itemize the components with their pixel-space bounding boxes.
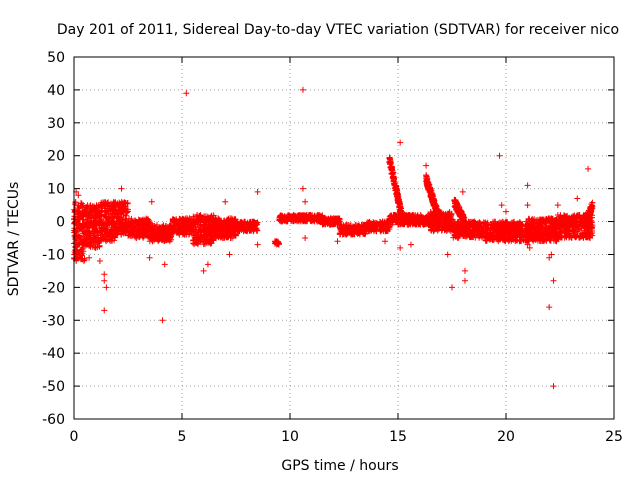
y-tick-label: -60 [42,412,65,428]
data-point [585,165,592,172]
data-point [459,188,466,195]
data-point [397,139,404,146]
y-tick-label: -20 [42,280,65,296]
data-point [103,284,110,291]
y-tick-label: 50 [47,50,65,66]
data-point [183,90,190,97]
data-point [200,267,207,274]
data-point [144,221,151,228]
data-point [92,244,99,251]
x-tick-label: 25 [605,429,623,445]
tick-labels: -60 -50 -40 -30 -20 -10 0 10 20 30 40 50 0 5 10 15 20 25 [42,50,623,445]
chart-title: Day 201 of 2011, Sidereal Day-to-day VTE… [57,22,619,38]
data-point [461,267,468,274]
data-point [159,317,166,324]
data-point [254,188,261,195]
data-point [382,238,389,245]
data-point [254,241,261,248]
data-point [302,235,309,241]
y-tick-label: 20 [47,149,65,165]
y-tick-label: 30 [47,116,65,132]
data-point [546,304,553,311]
data-point [96,258,103,265]
data-point [299,86,306,93]
data-point [524,202,531,209]
data-point [204,261,211,268]
data-point [75,192,82,199]
data-point [101,277,108,284]
data-point [574,195,581,202]
data-point [526,244,533,251]
data-point [546,254,553,261]
y-tick-label: -50 [42,379,65,395]
x-tick-label: 10 [281,429,299,445]
data-point [397,244,404,251]
data-point [524,182,531,189]
data-point [444,251,451,258]
x-tick-label: 15 [389,429,407,445]
data-point [302,198,309,205]
data-point [161,261,168,268]
y-axis-label: SDTVAR / TECUs [6,182,22,297]
data-point [548,251,555,258]
data-point [554,211,561,218]
data-point [146,254,153,261]
data-point [334,238,341,245]
data-point [423,162,430,169]
x-tick-label: 0 [70,429,79,445]
data-point [550,383,557,390]
y-tick-label: 40 [47,83,65,99]
data-point [148,198,155,205]
x-tick-label: 5 [178,429,187,445]
data-point [101,271,108,278]
data-points [71,86,596,390]
data-point [222,198,229,205]
y-tick-label: 0 [56,215,65,231]
data-point [503,208,509,215]
data-point [496,152,503,159]
data-point [498,202,505,209]
x-tick-label: 20 [497,429,515,445]
data-point [554,202,561,209]
y-tick-label: -30 [42,313,65,329]
data-point [449,284,455,291]
data-point [226,251,233,258]
data-point [118,185,125,192]
data-point [101,307,108,314]
data-point [550,277,557,284]
data-point [299,185,306,192]
dense-data-band [71,154,596,264]
data-point [271,238,278,245]
y-tick-label: -40 [42,346,65,362]
y-tick-label: -10 [42,247,65,263]
data-point [407,241,414,248]
data-point [194,211,201,218]
data-point [524,241,531,248]
y-tick-label: 10 [47,182,65,198]
data-point [86,254,93,261]
data-point [461,277,468,284]
x-axis-label: GPS time / hours [281,458,398,474]
plot-area-border [73,56,615,420]
